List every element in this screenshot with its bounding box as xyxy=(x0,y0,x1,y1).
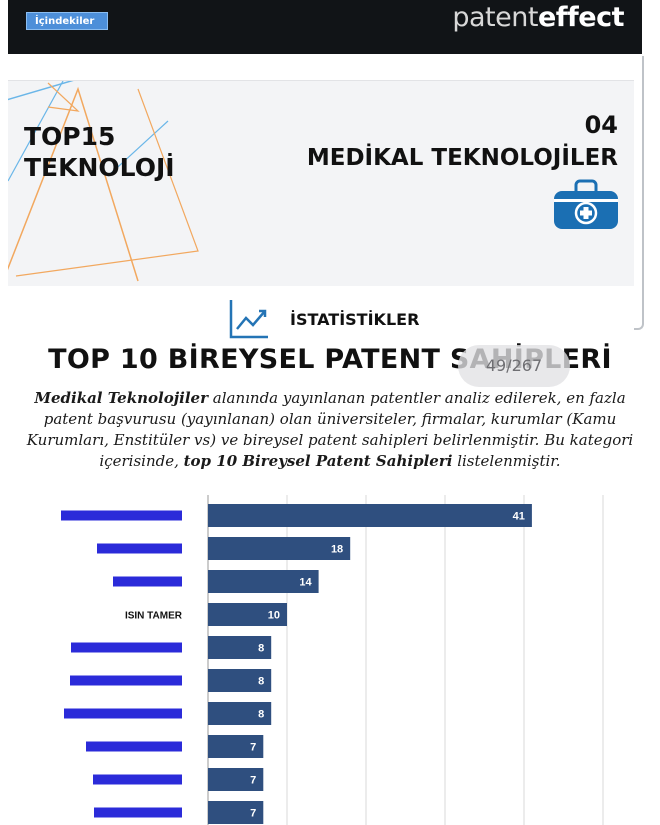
medical-kit-icon xyxy=(554,179,618,229)
desc-text-1: alanında yayınlanan patentler analiz edi… xyxy=(26,389,634,470)
redacted-category-label xyxy=(61,510,182,521)
top15-line1: TOP15 xyxy=(24,122,116,151)
desc-text-2: listelenmiştir. xyxy=(452,452,561,470)
bar-chart: 41 18 14 10 ISIN TAMER 8 8 8 7 7 7 xyxy=(61,495,604,825)
redacted-category-label xyxy=(70,675,182,686)
page-indicator: 49/267 xyxy=(458,345,570,387)
bar xyxy=(208,801,264,824)
desc-bold-1: Medikal Teknolojiler xyxy=(34,389,208,407)
bar xyxy=(208,504,532,527)
bar-value-label: 41 xyxy=(513,511,525,523)
section-title: MEDİKAL TEKNOLOJİLER xyxy=(306,145,618,171)
bar-value-label: 10 xyxy=(268,610,280,622)
bar xyxy=(208,735,264,758)
bar xyxy=(208,603,287,626)
bar-value-label: 8 xyxy=(258,709,264,721)
redacted-category-label xyxy=(86,741,182,752)
redacted-category-label xyxy=(64,708,182,719)
bar-value-label: 8 xyxy=(258,643,264,655)
bar xyxy=(208,537,351,560)
redacted-category-label xyxy=(113,576,182,587)
bar-value-label: 7 xyxy=(250,775,256,787)
bar-value-label: 18 xyxy=(331,544,343,556)
bar xyxy=(208,570,319,593)
bar-value-label: 7 xyxy=(250,742,256,754)
line-chart-icon xyxy=(229,300,268,339)
brand-logo: patenteffect xyxy=(452,2,624,33)
top-bar: İçindekiler patenteffect xyxy=(8,0,642,54)
description-text: Medikal Teknolojiler alanında yayınlanan… xyxy=(24,388,636,472)
page-edge xyxy=(634,56,644,330)
bar-value-label: 8 xyxy=(258,676,264,688)
top15-line2: TEKNOLOJİ xyxy=(24,153,175,182)
brand-logo-bold: effect xyxy=(537,2,625,33)
bar xyxy=(208,768,264,791)
redacted-category-label xyxy=(71,642,182,653)
bar-value-label: 14 xyxy=(299,577,312,589)
desc-bold-2: top 10 Bireysel Patent Sahipleri xyxy=(183,452,453,470)
bar xyxy=(208,636,272,659)
section-banner: TOP15 TEKNOLOJİ 04 MEDİKAL TEKNOLOJİLER xyxy=(8,80,634,286)
bar-value-label: 7 xyxy=(250,808,256,820)
bar xyxy=(208,702,272,725)
category-label: ISIN TAMER xyxy=(125,611,183,622)
brand-logo-light: patent xyxy=(452,2,538,33)
top15-logo: TOP15 TEKNOLOJİ xyxy=(24,121,175,183)
redacted-category-label xyxy=(93,774,182,785)
table-of-contents-button[interactable]: İçindekiler xyxy=(26,12,108,30)
statistics-label: İSTATİSTİKLER xyxy=(290,310,420,329)
section-number: 04 xyxy=(584,111,618,139)
redacted-category-label xyxy=(97,543,182,554)
redacted-category-label xyxy=(94,807,182,818)
decorative-lines xyxy=(8,81,199,282)
bar xyxy=(208,669,272,692)
